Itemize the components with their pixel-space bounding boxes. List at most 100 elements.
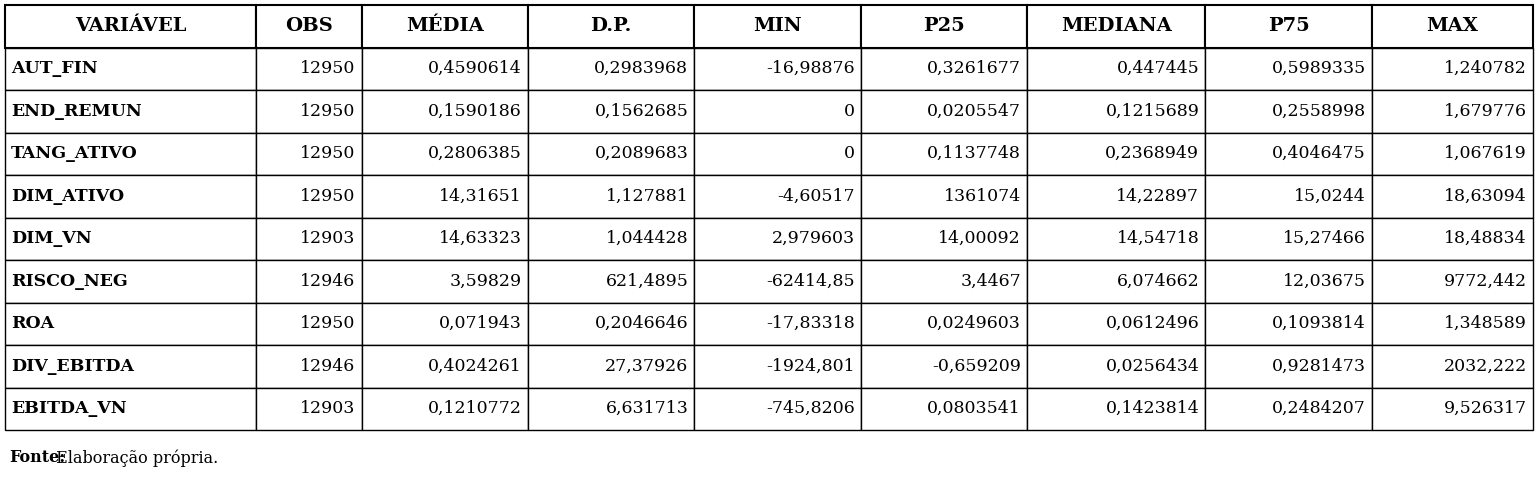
Bar: [1372, 218, 1533, 260]
Text: 0,071943: 0,071943: [438, 315, 521, 332]
Text: 18,48834: 18,48834: [1444, 230, 1527, 247]
Text: 1,240782: 1,240782: [1444, 60, 1527, 77]
Bar: [257, 5, 361, 47]
Bar: [861, 90, 1027, 133]
Text: 0,0803541: 0,0803541: [927, 400, 1021, 417]
Text: -16,98876: -16,98876: [766, 60, 855, 77]
Text: 0,1590186: 0,1590186: [428, 103, 521, 120]
Bar: [1206, 345, 1372, 388]
Text: 12903: 12903: [300, 400, 355, 417]
Bar: [5, 218, 257, 260]
Bar: [1027, 260, 1206, 302]
Bar: [1027, 47, 1206, 90]
Bar: [528, 133, 694, 175]
Bar: [528, 260, 694, 302]
Text: P25: P25: [923, 17, 964, 35]
Bar: [694, 47, 861, 90]
Text: -745,8206: -745,8206: [766, 400, 855, 417]
Text: 12950: 12950: [300, 60, 355, 77]
Bar: [861, 47, 1027, 90]
Text: 12946: 12946: [300, 273, 355, 290]
Text: 0,1562685: 0,1562685: [594, 103, 689, 120]
Text: 1,348589: 1,348589: [1444, 315, 1527, 332]
Text: 12950: 12950: [300, 315, 355, 332]
Text: 14,31651: 14,31651: [440, 188, 521, 205]
Bar: [1027, 345, 1206, 388]
Text: 0,3261677: 0,3261677: [927, 60, 1021, 77]
Bar: [528, 218, 694, 260]
Bar: [861, 345, 1027, 388]
Bar: [5, 175, 257, 218]
Text: 0,2806385: 0,2806385: [428, 145, 521, 162]
Text: 0,1215689: 0,1215689: [1106, 103, 1200, 120]
Bar: [361, 260, 528, 302]
Bar: [694, 345, 861, 388]
Bar: [257, 218, 361, 260]
Bar: [5, 260, 257, 302]
Text: MÉDIA: MÉDIA: [406, 17, 483, 35]
Text: DIM_ATIVO: DIM_ATIVO: [11, 188, 125, 205]
Bar: [1372, 388, 1533, 430]
Bar: [1206, 90, 1372, 133]
Bar: [257, 175, 361, 218]
Text: 0: 0: [844, 145, 855, 162]
Text: 9772,442: 9772,442: [1444, 273, 1527, 290]
Bar: [1206, 175, 1372, 218]
Text: AUT_FIN: AUT_FIN: [11, 60, 97, 77]
Bar: [861, 5, 1027, 47]
Text: 12950: 12950: [300, 145, 355, 162]
Text: 0,5989335: 0,5989335: [1272, 60, 1366, 77]
Bar: [1206, 388, 1372, 430]
Bar: [528, 90, 694, 133]
Bar: [528, 5, 694, 47]
Text: 2,979603: 2,979603: [772, 230, 855, 247]
Text: RISCO_NEG: RISCO_NEG: [11, 273, 128, 290]
Text: DIM_VN: DIM_VN: [11, 230, 92, 247]
Text: 12950: 12950: [300, 188, 355, 205]
Bar: [1206, 47, 1372, 90]
Text: 14,00092: 14,00092: [938, 230, 1021, 247]
Bar: [861, 302, 1027, 345]
Bar: [361, 218, 528, 260]
Text: Fonte:: Fonte:: [9, 450, 65, 467]
Bar: [694, 5, 861, 47]
Bar: [1372, 133, 1533, 175]
Bar: [1027, 90, 1206, 133]
Bar: [1206, 133, 1372, 175]
Text: 0,2983968: 0,2983968: [594, 60, 689, 77]
Text: OBS: OBS: [285, 17, 332, 35]
Text: MAX: MAX: [1426, 17, 1478, 35]
Bar: [1027, 133, 1206, 175]
Bar: [861, 260, 1027, 302]
Text: 621,4895: 621,4895: [606, 273, 689, 290]
Text: 0,0205547: 0,0205547: [927, 103, 1021, 120]
Bar: [257, 302, 361, 345]
Bar: [1372, 260, 1533, 302]
Text: 0,2558998: 0,2558998: [1272, 103, 1366, 120]
Text: 15,27466: 15,27466: [1283, 230, 1366, 247]
Bar: [1372, 90, 1533, 133]
Bar: [528, 302, 694, 345]
Text: 0,2089683: 0,2089683: [594, 145, 689, 162]
Bar: [1372, 302, 1533, 345]
Text: 18,63094: 18,63094: [1444, 188, 1527, 205]
Text: ROA: ROA: [11, 315, 54, 332]
Text: 14,63323: 14,63323: [438, 230, 521, 247]
Bar: [694, 175, 861, 218]
Text: P75: P75: [1267, 17, 1309, 35]
Bar: [861, 175, 1027, 218]
Bar: [861, 218, 1027, 260]
Text: 0,4590614: 0,4590614: [428, 60, 521, 77]
Bar: [1206, 5, 1372, 47]
Text: 0,2484207: 0,2484207: [1272, 400, 1366, 417]
Bar: [257, 388, 361, 430]
Text: VARIÁVEL: VARIÁVEL: [75, 17, 186, 35]
Text: 12,03675: 12,03675: [1283, 273, 1366, 290]
Bar: [361, 133, 528, 175]
Text: 12950: 12950: [300, 103, 355, 120]
Text: DIV_EBITDA: DIV_EBITDA: [11, 358, 134, 375]
Text: 0,1423814: 0,1423814: [1106, 400, 1200, 417]
Text: MEDIANA: MEDIANA: [1061, 17, 1172, 35]
Text: 12946: 12946: [300, 358, 355, 375]
Bar: [5, 388, 257, 430]
